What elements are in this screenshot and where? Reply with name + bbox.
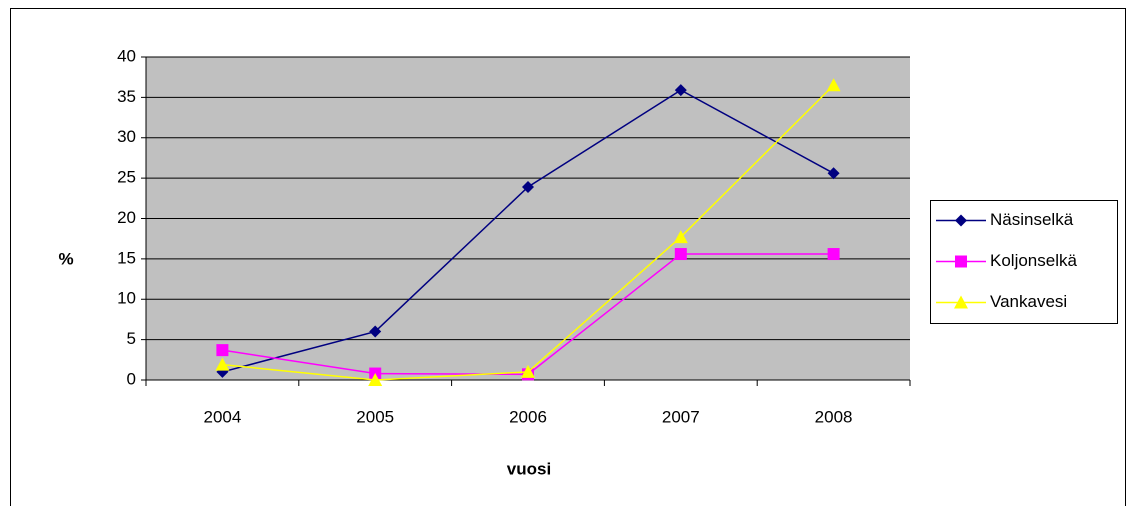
x-tick-label: 2006: [509, 407, 547, 426]
y-tick-label: 0: [127, 369, 136, 388]
marker: [216, 344, 229, 357]
y-tick-label: 35: [117, 87, 136, 106]
y-tick-label: 15: [117, 248, 136, 267]
y-tick-label: 30: [117, 127, 136, 146]
y-tick-label: 40: [117, 46, 136, 65]
marker: [522, 181, 534, 194]
x-tick-label: 2007: [662, 407, 700, 426]
legend-label: Näsinselkä: [990, 210, 1074, 229]
x-tick-label: 2004: [203, 407, 241, 426]
marker: [954, 295, 968, 309]
marker: [674, 248, 687, 261]
marker: [369, 325, 382, 338]
y-tick-label: 10: [117, 289, 136, 308]
marker: [827, 248, 840, 261]
marker: [955, 255, 967, 268]
legend-label: Vankavesi: [990, 292, 1067, 311]
legend-label: Koljonselkä: [990, 251, 1077, 270]
x-tick-label: 2008: [815, 407, 853, 426]
marker: [368, 373, 383, 386]
marker: [826, 78, 841, 92]
y-axis-label: %: [58, 249, 73, 268]
y-tick-label: 5: [127, 329, 136, 348]
y-tick-label: 20: [117, 208, 136, 227]
marker: [521, 364, 535, 378]
marker: [215, 357, 230, 371]
x-axis-label: vuosi: [507, 459, 551, 478]
marker: [827, 167, 840, 180]
x-tick-label: 2005: [356, 407, 394, 426]
marker: [674, 84, 687, 97]
marker: [955, 214, 967, 227]
y-tick-label: 25: [117, 168, 136, 187]
marker: [673, 230, 688, 244]
